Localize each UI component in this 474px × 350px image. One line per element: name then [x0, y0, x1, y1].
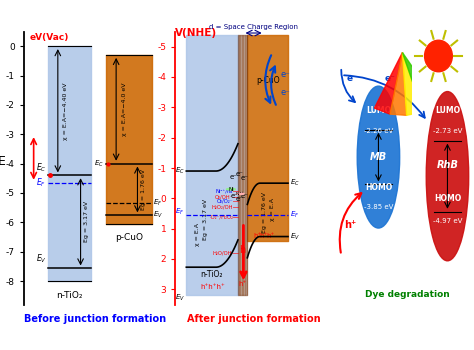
Circle shape [237, 193, 244, 195]
Text: $E_V$: $E_V$ [36, 253, 46, 265]
Polygon shape [374, 52, 402, 114]
Text: $E_V$: $E_V$ [290, 231, 300, 242]
Circle shape [425, 40, 452, 72]
Text: -2.73 eV: -2.73 eV [433, 127, 462, 133]
Text: h⁺: h⁺ [238, 281, 247, 287]
Polygon shape [402, 52, 423, 116]
Text: H₂O/OH·: H₂O/OH· [212, 251, 233, 256]
Ellipse shape [426, 92, 469, 261]
Polygon shape [390, 52, 407, 116]
Text: Dye degradation: Dye degradation [365, 290, 450, 299]
Text: O₂/OH⁻: O₂/OH⁻ [215, 194, 233, 199]
Text: e⁻: e⁻ [240, 193, 248, 199]
Text: Eg = 1.76 eV: Eg = 1.76 eV [262, 193, 267, 233]
Text: h⁺: h⁺ [254, 233, 262, 239]
Text: Eg = 3.17 eV: Eg = 3.17 eV [84, 201, 89, 243]
Text: V(NHE): V(NHE) [175, 28, 218, 37]
Text: e⁻: e⁻ [236, 196, 244, 202]
Text: n-TiO₂: n-TiO₂ [200, 270, 223, 279]
Text: h⁺h⁺h⁺: h⁺h⁺h⁺ [201, 284, 225, 290]
Text: e⁻: e⁻ [236, 170, 244, 177]
Text: h⁺: h⁺ [260, 233, 268, 239]
Text: e⁻: e⁻ [229, 174, 237, 180]
Text: eV(Vac): eV(Vac) [29, 33, 69, 42]
Text: e⁻: e⁻ [346, 74, 357, 83]
Text: e⁻: e⁻ [231, 193, 239, 199]
Text: H₂O₂/OH: H₂O₂/OH [212, 205, 233, 210]
Text: Before junction formation: Before junction formation [24, 314, 166, 324]
Text: LUMO: LUMO [435, 106, 460, 116]
Circle shape [227, 188, 235, 190]
Text: HOMO: HOMO [365, 183, 392, 192]
Text: d = Space Charge Region: d = Space Charge Region [209, 24, 298, 30]
Y-axis label: E: E [0, 155, 5, 168]
Text: p-CuO: p-CuO [256, 76, 280, 85]
Text: h⁺: h⁺ [266, 233, 274, 239]
Text: -2.26 eV: -2.26 eV [364, 127, 393, 133]
Text: $E_V$: $E_V$ [175, 292, 185, 302]
Text: n-TiO₂: n-TiO₂ [56, 291, 82, 300]
Text: $E_C$: $E_C$ [290, 178, 300, 188]
Text: Eg = 3.17 eV: Eg = 3.17 eV [202, 198, 208, 240]
Text: e⁻: e⁻ [240, 175, 248, 181]
Text: $E_F$: $E_F$ [290, 210, 299, 220]
Text: $E_C$: $E_C$ [93, 159, 103, 169]
Text: $E_V$: $E_V$ [153, 210, 163, 220]
Text: χ = E.A: χ = E.A [270, 198, 275, 221]
Text: Ni: Ni [228, 187, 234, 192]
Text: $E_C$: $E_C$ [36, 161, 46, 174]
Text: MB: MB [370, 152, 387, 162]
Text: χ = E.A=−4.40 eV: χ = E.A=−4.40 eV [63, 82, 68, 140]
Text: e⁻: e⁻ [280, 70, 290, 79]
Text: O₂/O₂⁻: O₂/O₂⁻ [217, 199, 233, 204]
Polygon shape [402, 52, 438, 112]
Text: -3.85 eV: -3.85 eV [364, 204, 393, 210]
Text: LUMO: LUMO [366, 106, 391, 116]
Text: Eg = 1.76 eV: Eg = 1.76 eV [141, 169, 146, 210]
Text: -4.97 eV: -4.97 eV [433, 218, 462, 224]
Text: $E_F$: $E_F$ [175, 206, 185, 217]
Text: χ = E.A: χ = E.A [195, 223, 200, 246]
Text: χ = E.A=−4.0 eV: χ = E.A=−4.0 eV [122, 83, 127, 136]
Text: Ni²⁺: Ni²⁺ [236, 192, 245, 196]
Text: $E_F$: $E_F$ [36, 176, 46, 189]
Text: $E_F$: $E_F$ [153, 198, 163, 208]
Text: e⁻: e⁻ [385, 74, 396, 83]
Text: $E_C$: $E_C$ [175, 166, 185, 176]
Text: h⁺: h⁺ [344, 220, 356, 230]
Text: Ni²⁺/Ni: Ni²⁺/Ni [216, 188, 233, 193]
Text: e⁻: e⁻ [280, 88, 290, 97]
Text: After junction formation: After junction formation [187, 314, 320, 324]
Ellipse shape [357, 86, 400, 228]
Text: ·O₂⁻/H₂O₂: ·O₂⁻/H₂O₂ [209, 214, 233, 219]
Text: HOMO: HOMO [434, 194, 461, 203]
Text: h: h [239, 245, 245, 255]
Text: p-CuO: p-CuO [115, 233, 143, 242]
Text: RhB: RhB [437, 160, 458, 170]
